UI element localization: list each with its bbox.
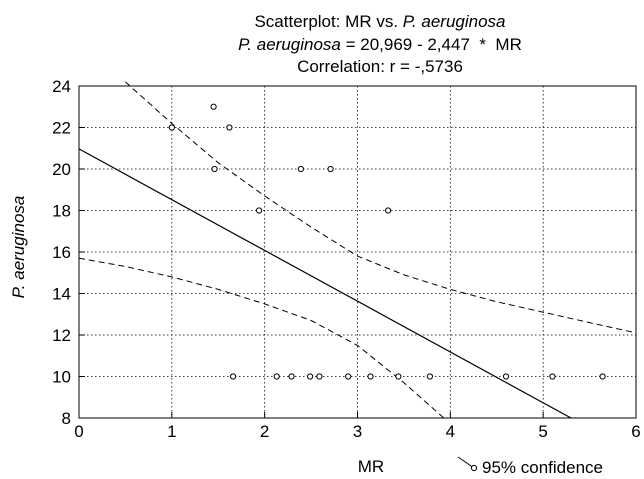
x-tick-label: 3: [353, 422, 362, 441]
legend-line-icon: [457, 456, 475, 469]
y-tick-label: 14: [52, 285, 71, 304]
scatter-point: [327, 165, 334, 173]
x-tick-label: 0: [74, 422, 83, 441]
y-tick-label: 20: [52, 160, 71, 179]
scatter-point: [255, 207, 263, 214]
legend: 95% confidence: [457, 456, 603, 477]
confidence-band-lower: [78, 257, 445, 419]
confidence-bands: [78, 81, 637, 419]
scatter-point: [288, 373, 295, 380]
chart-title-line-3: Correlation: r = -,5736: [297, 57, 463, 76]
legend-marker-icon: [470, 464, 478, 472]
x-tick-label: 4: [446, 422, 455, 441]
regression-line-group: [78, 148, 572, 419]
x-axis-ticks: 0 1 2 3 4 5 6: [74, 412, 641, 441]
x-tick-label: 2: [260, 422, 269, 441]
y-tick-label: 8: [62, 409, 71, 428]
y-tick-label: 10: [52, 368, 71, 387]
x-tick-label: 5: [538, 422, 547, 441]
scatter-point: [307, 373, 314, 380]
x-tick-label: 1: [167, 422, 176, 441]
y-axis-ticks: 8 10 12 14 16 18 20 22 24: [52, 77, 85, 428]
scatter-point: [297, 165, 304, 173]
grid-lines: [79, 86, 636, 418]
scatter-point: [226, 124, 233, 131]
chart-title-line-2: P. aeruginosa = 20,969 - 2,447 * MR: [238, 35, 522, 54]
chart-title-line-1: Scatterplot: MR vs. P. aeruginosa: [254, 12, 505, 31]
scatter-point: [426, 373, 434, 380]
scatter-point: [316, 373, 323, 380]
scatter-point: [385, 207, 392, 214]
data-points: [168, 103, 606, 380]
scatter-point: [549, 373, 556, 380]
scatter-point: [599, 373, 606, 380]
scatter-point: [273, 373, 280, 380]
y-tick-label: 24: [52, 77, 71, 96]
y-tick-label: 18: [52, 202, 71, 221]
scatter-point: [395, 373, 402, 380]
x-tick-label: 6: [631, 422, 640, 441]
y-tick-label: 22: [52, 119, 71, 138]
scatter-point: [211, 165, 218, 173]
scatter-point: [367, 373, 374, 380]
x-axis-label: MR: [358, 457, 384, 476]
scatter-point: [168, 124, 175, 131]
scatter-point: [345, 373, 352, 380]
scatter-point: [210, 103, 217, 110]
legend-label: 95% confidence: [482, 458, 603, 477]
y-tick-label: 12: [52, 326, 71, 345]
regression-line: [78, 148, 572, 419]
scatter-point: [230, 373, 237, 380]
scatter-point: [502, 373, 510, 380]
y-axis-label: P. aeruginosa: [9, 196, 28, 299]
confidence-band-upper: [125, 81, 637, 334]
y-tick-label: 16: [52, 243, 71, 262]
